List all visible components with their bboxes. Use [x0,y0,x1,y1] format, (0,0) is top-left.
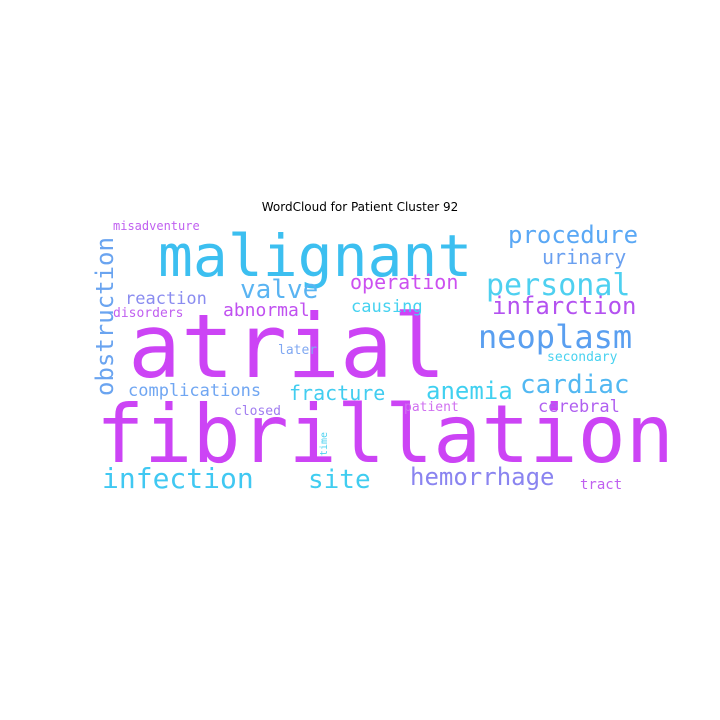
word-time: time [319,432,330,456]
word-tract: tract [580,477,622,493]
word-atrial: atrial [128,295,446,398]
word-operation: operation [350,270,458,294]
word-cardiac: cardiac [520,370,630,400]
word-malignant: malignant [158,222,472,290]
word-patient: patient [404,400,459,415]
word-urinary: urinary [542,245,626,269]
word-misadventure: misadventure [113,219,200,233]
word-anemia: anemia [426,377,513,405]
word-valve: valve [240,275,318,305]
word-fibrillation: fibrillation [96,388,674,481]
word-personal: personal [486,268,631,303]
word-causing: causing [351,297,423,317]
word-secondary: secondary [547,350,618,365]
word-infarction: infarction [492,292,637,320]
word-disorders: disorders [113,306,183,321]
word-later: later [278,343,317,358]
word-obstruction: obstruction [91,237,119,396]
word-infection: infection [102,462,254,495]
word-neoplasm: neoplasm [478,318,632,356]
word-hemorrhage: hemorrhage [410,463,555,491]
word-cerebral: cerebral [538,397,620,417]
word-complications: complications [128,381,261,401]
word-closed: closed [234,404,281,419]
word-fracture: fracture [289,381,385,405]
chart-title: WordCloud for Patient Cluster 92 [261,200,459,214]
word-reaction: reaction [125,289,207,309]
word-abnormal: abnormal [223,300,310,321]
word-procedure: procedure [508,221,638,249]
word-site: site [308,465,371,495]
